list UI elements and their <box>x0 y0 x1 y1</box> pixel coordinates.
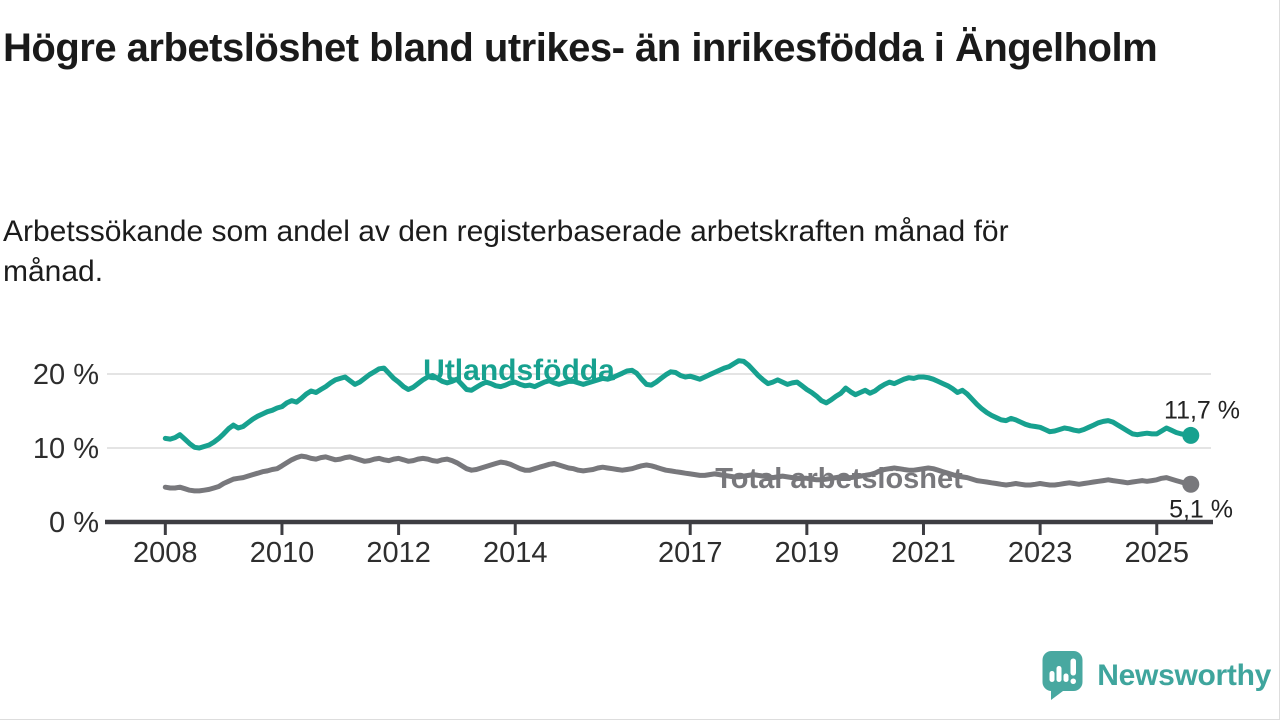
x-axis-tick-label: 2025 <box>1125 537 1190 569</box>
x-axis-tick-label: 2010 <box>250 537 315 569</box>
y-axis-tick-label: 20 % <box>33 359 99 391</box>
logo-exclamation-bar <box>1070 658 1077 676</box>
x-axis-tick-label: 2012 <box>366 537 431 569</box>
x-axis-tick-label: 2008 <box>133 537 198 569</box>
x-axis-tick-label: 2017 <box>658 537 723 569</box>
logo-exclamation-dot <box>1070 678 1077 684</box>
page-subtitle: Arbetssökande som andel av den registerb… <box>3 215 1009 288</box>
y-axis-tick-label: 10 % <box>33 433 99 465</box>
series-end-dot <box>1182 475 1200 493</box>
unemployment-chart-svg: 0 % 10 % 20 % 2008 2010 2012 2014 2017 2019 2021 2… <box>33 354 1240 569</box>
page-title: Högre arbetslöshet bland utrikes- än inr… <box>3 26 1158 70</box>
series-end-value-label: 5,1 % <box>1169 495 1233 523</box>
brand-logo: Newsworthy <box>1042 650 1271 701</box>
x-axis-tick-label: 2014 <box>483 537 548 569</box>
newsworthy-logo-icon <box>1042 651 1083 700</box>
series-label: Total arbetslöshet <box>715 463 963 495</box>
x-axis-tick-label: 2021 <box>891 537 956 569</box>
x-axis-tick-label: 2023 <box>1008 537 1073 569</box>
logo-bar-1 <box>1049 671 1055 682</box>
logo-bar-3 <box>1063 673 1069 682</box>
logo-bar-2 <box>1056 666 1062 682</box>
series-label: Utlandsfödda <box>423 354 615 387</box>
series-end-value-label: 11,7 % <box>1164 396 1240 424</box>
brand-name: Newsworthy <box>1097 658 1271 692</box>
x-axis-tick-label: 2019 <box>775 537 840 569</box>
series-end-dot <box>1182 426 1200 444</box>
unemployment-line-chart: 0 % 10 % 20 % 2008 2010 2012 2014 2017 2019 2021 2… <box>0 330 1279 580</box>
series-line-utlandsfodda <box>162 358 1194 451</box>
y-axis-tick-label: 0 % <box>49 507 99 539</box>
series-line-total <box>162 453 1194 494</box>
